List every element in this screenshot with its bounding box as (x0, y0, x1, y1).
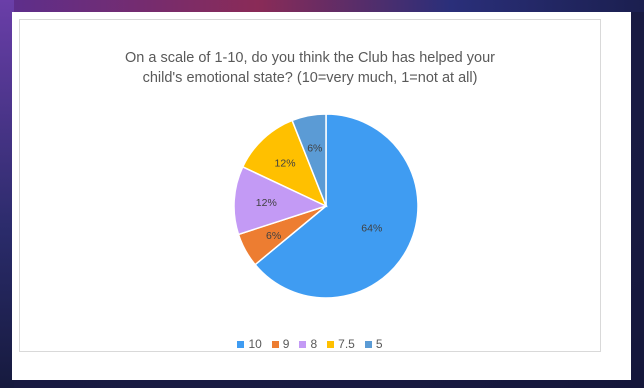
legend-item-9: 9 (271, 337, 290, 351)
legend-swatch (327, 340, 335, 348)
data-label-9: 6% (266, 230, 281, 242)
data-label-8: 12% (256, 197, 277, 209)
data-label-7-5: 12% (275, 157, 296, 169)
legend-swatch (271, 340, 279, 348)
legend-item-10: 10 (237, 337, 262, 351)
chart-title-line-2: child's emotional state? (10=very much, … (142, 70, 478, 86)
legend-label: 8 (310, 337, 318, 351)
legend-swatch (299, 340, 307, 348)
pie-slice-10 (254, 113, 419, 299)
legend-label: 7.5 (338, 337, 355, 351)
data-label-10: 64% (361, 223, 382, 235)
chart-card: On a scale of 1-10, do you think the Clu… (19, 19, 601, 352)
background-left-strip (0, 0, 14, 388)
data-label-5: 6% (307, 142, 322, 154)
legend-label: 9 (282, 337, 290, 351)
legend-swatch (237, 340, 245, 348)
legend-swatch (364, 340, 372, 348)
chart-title: On a scale of 1-10, do you think the Clu… (20, 48, 600, 88)
pie-chart: 64% 6% 12% 12% 6% (233, 113, 419, 299)
legend-label: 10 (248, 337, 262, 351)
legend-item-7-5: 7.5 (327, 337, 355, 351)
legend-label: 5 (375, 337, 383, 351)
pie-slice-5 (291, 113, 327, 207)
pie-slice-7-5 (241, 119, 328, 208)
chart-legend: 10 9 8 7.5 5 (20, 337, 600, 351)
background-top-strip (0, 0, 644, 12)
legend-item-5: 5 (364, 337, 383, 351)
chart-title-line-1: On a scale of 1-10, do you think the Clu… (125, 50, 495, 66)
pie-slice-8 (233, 165, 329, 236)
legend-item-8: 8 (299, 337, 317, 351)
